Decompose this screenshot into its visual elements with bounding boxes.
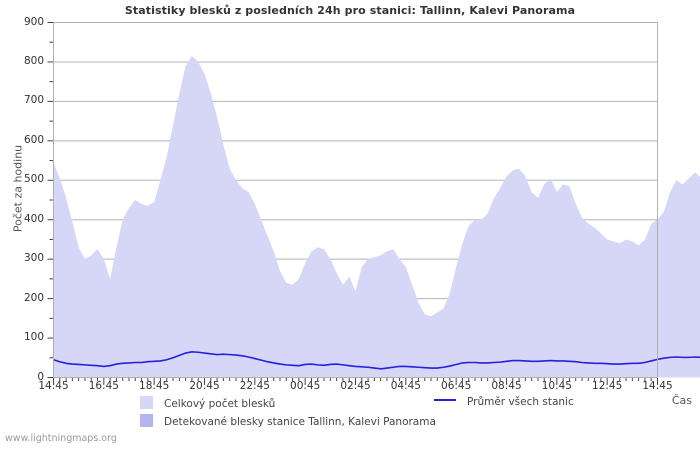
legend-item-station[interactable]: Detekované blesky stanice Tallinn, Kalev… [140, 414, 436, 428]
footer-url: www.lightningmaps.org [5, 433, 117, 444]
legend-item-total[interactable]: Celkový počet blesků [140, 396, 275, 410]
chart-title: Statistiky blesků z posledních 24h pro s… [124, 4, 576, 17]
line-series-average [53, 351, 700, 370]
x-tick-label: 10:45 [541, 380, 572, 392]
y-tick-label: 200 [23, 291, 44, 304]
legend-label-total: Celkový počet blesků [164, 398, 276, 410]
x-tick-label: 04:45 [390, 380, 421, 392]
y-tick-label: 600 [23, 133, 44, 146]
x-tick-label: 00:45 [290, 380, 321, 392]
x-tick-label: 12:45 [592, 380, 623, 392]
x-tick-label: 02:45 [340, 380, 371, 392]
axis-minor-ticks [49, 41, 652, 381]
axis-major-ticks [47, 22, 658, 384]
plot-frame [53, 22, 658, 378]
x-tick-label: 16:45 [88, 380, 119, 392]
legend-label-average: Průměr všech stanic [467, 396, 574, 408]
x-tick-label: 06:45 [441, 380, 472, 392]
y-tick-label: 100 [23, 331, 44, 344]
x-tick-label: 22:45 [239, 380, 270, 392]
legend-swatch-total [140, 396, 153, 409]
y-tick-label: 700 [23, 94, 44, 107]
x-tick-label: 18:45 [139, 380, 170, 392]
x-tick-label: 20:45 [189, 380, 220, 392]
legend-line-average [434, 399, 456, 401]
y-tick-label: 0 [37, 370, 44, 383]
y-tick-label: 400 [23, 212, 44, 225]
y-tick-label: 800 [23, 54, 44, 67]
y-tick-label: 300 [23, 252, 44, 265]
legend-item-average[interactable]: Průměr všech stanic [434, 396, 574, 408]
area-series-total [53, 56, 700, 378]
x-tick-label: 14:45 [38, 380, 69, 392]
y-tick-label: 900 [23, 15, 44, 28]
legend-label-station: Detekované blesky stanice Tallinn, Kalev… [164, 416, 436, 428]
legend-swatch-station [140, 414, 153, 427]
x-tick-label: 08:45 [491, 380, 522, 392]
y-tick-label: 500 [23, 173, 44, 186]
x-tick-label: 14:45 [642, 380, 673, 392]
x-axis-label: Čas [671, 394, 692, 407]
